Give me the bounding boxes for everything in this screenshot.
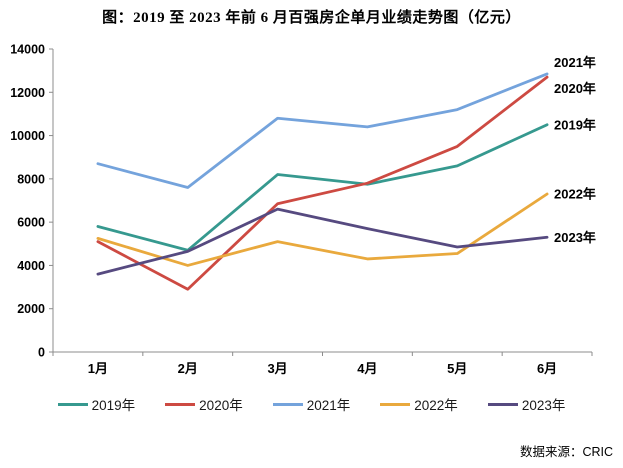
legend-label-2019: 2019年 (91, 398, 136, 413)
y-axis-tick-label: 2000 (17, 302, 45, 316)
chart-legend: 2019年 2020年 2021年 2022年 2023年 (0, 394, 623, 414)
y-axis-tick-label: 0 (38, 346, 45, 360)
line-chart-canvas: 0 2000 4000 6000 8000 10000 12000 14000 1月 2月 3月 4月… (10, 43, 596, 377)
legend-item-2023: 2023年 (487, 394, 566, 414)
legend-item-2021: 2021年 (272, 394, 351, 414)
y-axis-tick-label: 12000 (10, 86, 45, 100)
x-axis-label: 5月 (447, 361, 467, 376)
legend-swatch-2021 (272, 402, 303, 406)
legend-item-2022: 2022年 (380, 394, 458, 414)
legend-swatch-2020 (165, 402, 196, 406)
x-axis-label: 2月 (178, 361, 198, 376)
series-end-label-2021年: 2021年 (554, 55, 596, 70)
legend-label-2022: 2022年 (414, 398, 458, 413)
x-axis-label: 3月 (267, 361, 287, 376)
legend-swatch-2022 (380, 402, 411, 406)
x-axis-label: 6月 (537, 361, 557, 376)
series-end-label-2023年: 2023年 (554, 230, 596, 245)
legend-item-2019: 2019年 (57, 394, 136, 414)
legend-label-2021: 2021年 (306, 398, 351, 413)
series-line-2022年 (96, 192, 549, 267)
series-line-2019年 (96, 123, 549, 252)
chart-title: 图：2019 至 2023 年前 6 月百强房企单月业绩走势图（亿元） (102, 10, 521, 26)
y-axis-tick-label: 10000 (10, 129, 45, 143)
series-line-2023年 (96, 207, 549, 276)
y-axis-tick-label: 4000 (17, 259, 45, 273)
data-source-note: 数据来源：CRIC (519, 445, 613, 459)
series-line-2021年 (96, 72, 549, 189)
y-axis-tick-label: 6000 (17, 216, 45, 230)
legend-item-2020: 2020年 (165, 394, 243, 414)
y-axis-tick-label: 8000 (17, 172, 45, 186)
legend-label-2020: 2020年 (199, 398, 243, 413)
x-axis-label: 4月 (357, 361, 377, 376)
series-end-label-2019年: 2019年 (554, 117, 596, 132)
legend-label-2023: 2023年 (521, 398, 566, 413)
series-end-label-2020年: 2020年 (554, 81, 596, 96)
series-end-label-2022年: 2022年 (554, 187, 596, 202)
series-line-2020年 (96, 75, 549, 291)
y-axis-tick-label: 14000 (10, 43, 45, 57)
x-axis-label: 1月 (88, 361, 108, 376)
legend-swatch-2023 (487, 402, 518, 406)
legend-swatch-2019 (57, 402, 88, 406)
